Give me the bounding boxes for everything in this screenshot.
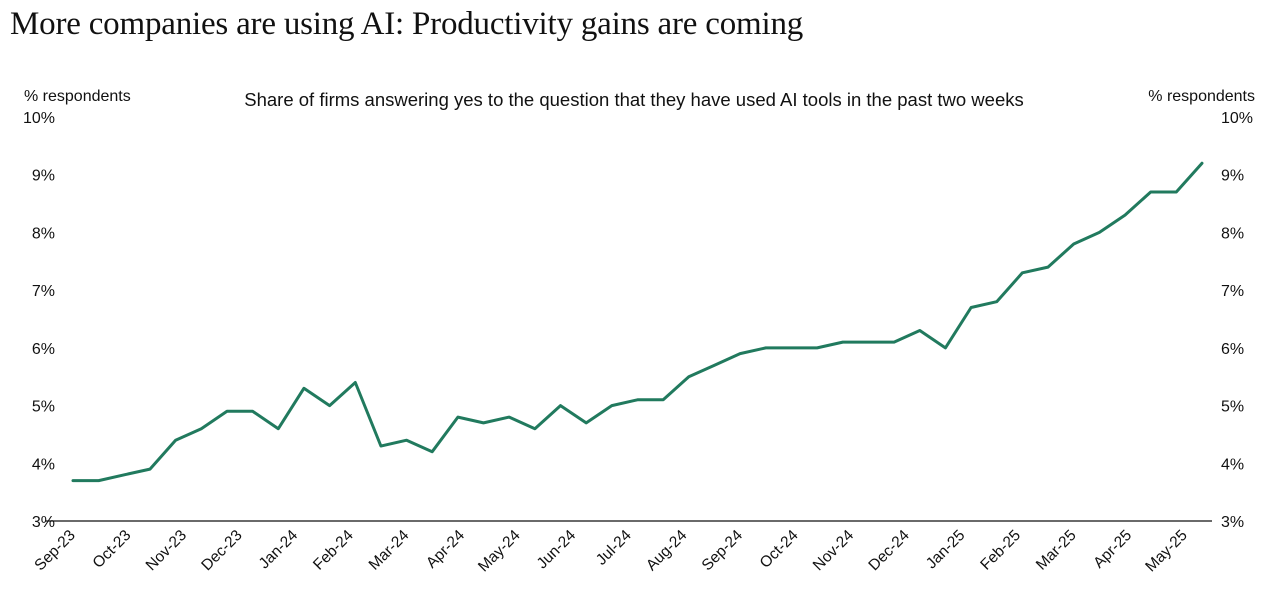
- x-tick-label: May-25: [1142, 527, 1191, 576]
- y-tick-left-label: 6%: [32, 341, 55, 358]
- x-tick-label: Feb-25: [977, 527, 1024, 574]
- x-tick-label: Mar-24: [366, 527, 413, 574]
- y-tick-left-label: 4%: [32, 456, 55, 473]
- y-tick-left-label: 3%: [32, 514, 55, 531]
- y-tick-left-label: 8%: [32, 225, 55, 242]
- y-tick-right-label: 4%: [1221, 456, 1244, 473]
- y-axis-right: 3% 4% 5% 6% 7% 8% 9% 10%: [1221, 110, 1253, 531]
- y-tick-right-label: 6%: [1221, 341, 1244, 358]
- y-tick-right-label: 8%: [1221, 225, 1244, 242]
- x-tick-label: Dec-24: [865, 527, 913, 575]
- page-title: More companies are using AI: Productivit…: [10, 6, 804, 42]
- x-tick-label: Apr-24: [423, 527, 468, 572]
- x-tick-label: Feb-24: [310, 527, 357, 574]
- x-tick-label: Jan-25: [923, 527, 969, 573]
- x-tick-label: Oct-24: [757, 527, 802, 572]
- y-tick-right-label: 5%: [1221, 399, 1244, 416]
- x-tick-label: Nov-23: [143, 527, 190, 574]
- x-tick-label: Nov-24: [810, 527, 858, 575]
- y-tick-right-label: 9%: [1221, 168, 1244, 185]
- y-tick-right-label: 10%: [1221, 110, 1253, 127]
- y-axis-label-right: % respondents: [1148, 88, 1255, 105]
- x-tick-label: Jan-24: [256, 527, 302, 573]
- series-line: [71, 161, 1204, 483]
- y-tick-left-label: 5%: [32, 399, 55, 416]
- y-axis-left: 3% 4% 5% 6% 7% 8% 9% 10%: [23, 110, 55, 531]
- y-tick-left-label: 7%: [32, 283, 55, 300]
- x-axis: Sep-23 Oct-23 Nov-23 Dec-23 Jan-24 Feb-24 Mar-…: [31, 527, 1190, 576]
- x-tick-label: Jun-24: [534, 527, 580, 573]
- x-tick-label: Jul-24: [593, 527, 635, 569]
- x-tick-label: Sep-23: [31, 527, 78, 574]
- chart-subtitle: Share of firms answering yes to the ques…: [244, 89, 1024, 110]
- y-tick-left-label: 10%: [23, 110, 55, 127]
- y-tick-left-label: 9%: [32, 168, 55, 185]
- x-tick-label: Dec-23: [198, 527, 245, 574]
- x-tick-label: May-24: [475, 527, 524, 576]
- y-tick-right-label: 3%: [1221, 514, 1244, 531]
- x-tick-label: Apr-25: [1090, 527, 1135, 572]
- y-axis-label-left: % respondents: [24, 88, 131, 105]
- x-tick-label: Sep-24: [699, 527, 747, 575]
- x-tick-label: Mar-25: [1033, 527, 1080, 574]
- x-tick-label: Aug-24: [643, 527, 691, 575]
- x-tick-label: Oct-23: [90, 527, 135, 572]
- y-tick-right-label: 7%: [1221, 283, 1244, 300]
